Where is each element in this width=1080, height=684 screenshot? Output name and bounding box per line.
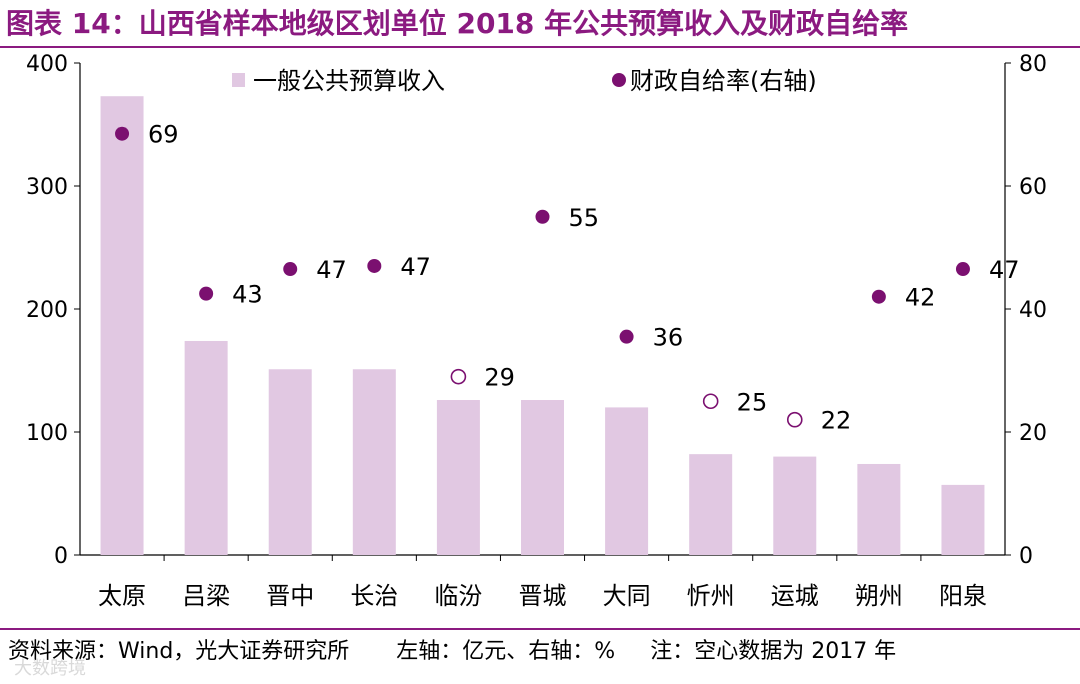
title-rule — [0, 46, 1080, 48]
rate-data-label: 42 — [905, 284, 936, 312]
y-right-tick-label: 60 — [1019, 175, 1047, 200]
x-category-label: 长治 — [350, 582, 398, 610]
y-right-tick-label: 80 — [1019, 52, 1047, 77]
rate-point — [367, 258, 382, 273]
legend-bar-label: 一般公共预算收入 — [253, 67, 445, 95]
legend-dot-label: 财政自给率(右轴) — [630, 67, 817, 95]
bar — [773, 456, 817, 555]
figure-title: 图表 14：山西省样本地级区划单位 2018 年公共预算收入及财政自给率 — [6, 7, 909, 40]
y-left-tick-label: 0 — [54, 544, 68, 569]
x-category-label: 太原 — [98, 582, 146, 610]
bar — [436, 400, 480, 555]
y-left-tick-label: 100 — [26, 421, 68, 446]
x-category-label: 运城 — [771, 582, 819, 610]
x-category-label: 阳泉 — [939, 582, 987, 610]
bar — [100, 96, 144, 556]
x-category-label: 忻州 — [687, 582, 735, 610]
rate-data-label: 47 — [989, 256, 1020, 284]
rate-point-hollow — [450, 368, 467, 385]
rate-point — [535, 209, 550, 224]
bar — [689, 454, 733, 555]
x-category-label: 晋城 — [519, 582, 567, 610]
footer-rule — [0, 628, 1080, 630]
y-right-tick-label: 40 — [1019, 298, 1047, 323]
x-category-label: 大同 — [603, 582, 651, 610]
rate-point — [115, 126, 130, 141]
rate-data-label: 43 — [232, 281, 263, 309]
bar — [521, 400, 564, 555]
footer-source: 资料来源：Wind，光大证券研究所 — [8, 639, 350, 664]
y-left-tick-label: 200 — [26, 298, 68, 323]
chart: 0 100 200 300 400 0 20 40 60 80 太原 69 吕梁 43 晋中 47 长治 47 临汾… — [26, 52, 1047, 610]
x-category-label: 晋中 — [266, 582, 314, 610]
rate-point — [283, 262, 298, 277]
y-left-tick-label: 300 — [26, 175, 68, 200]
rate-data-label: 47 — [316, 256, 347, 284]
footer-note: 注：空心数据为 2017 年 — [650, 639, 897, 664]
x-category-label: 临汾 — [434, 582, 482, 610]
rate-data-label: 55 — [569, 204, 600, 232]
x-category-label: 朔州 — [855, 582, 903, 610]
bar — [352, 369, 396, 555]
legend-dot-swatch — [612, 73, 626, 87]
rate-data-label: 25 — [737, 388, 768, 416]
bar — [605, 407, 649, 555]
rate-data-label: 36 — [653, 324, 684, 352]
y-right-tick-label: 0 — [1019, 544, 1033, 569]
rate-point-hollow — [786, 411, 803, 428]
legend-bar-swatch — [232, 73, 245, 87]
x-category-label: 吕梁 — [182, 582, 230, 610]
footer-units: 左轴：亿元、右轴：% — [396, 639, 616, 664]
y-right-tick-label: 20 — [1019, 421, 1047, 446]
bar — [857, 463, 901, 555]
rate-data-label: 22 — [821, 407, 852, 435]
rate-point — [199, 286, 214, 301]
rate-data-label: 47 — [400, 253, 431, 281]
rate-data-label: 29 — [484, 364, 515, 392]
watermark-text: 大数跨境 — [14, 658, 86, 679]
rate-point — [619, 329, 634, 344]
bar — [184, 340, 228, 555]
bar — [268, 369, 312, 555]
bar — [941, 484, 985, 555]
footer: 资料来源：Wind，光大证券研究所 左轴：亿元、右轴：% 注：空心数据为 201… — [8, 632, 896, 672]
y-left-tick-label: 400 — [26, 52, 68, 77]
rate-point — [871, 289, 886, 304]
rate-point-hollow — [702, 393, 719, 410]
rate-data-label: 69 — [148, 121, 179, 149]
rate-point — [955, 262, 970, 277]
